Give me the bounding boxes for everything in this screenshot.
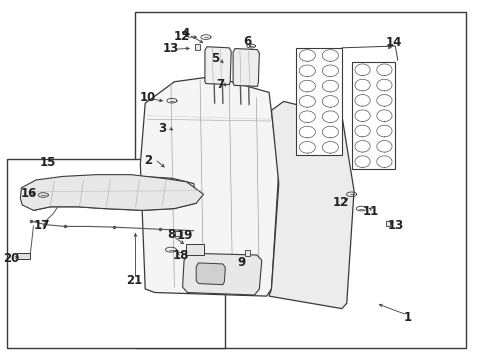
Text: 7: 7: [216, 78, 224, 91]
Text: 17: 17: [34, 219, 50, 232]
Text: 1: 1: [403, 311, 411, 324]
Text: 8: 8: [166, 228, 175, 241]
Polygon shape: [204, 47, 231, 85]
Text: 12: 12: [173, 30, 189, 42]
Polygon shape: [233, 49, 259, 86]
Text: 9: 9: [237, 256, 245, 269]
Bar: [351, 62, 394, 169]
Text: 4: 4: [181, 27, 189, 40]
Text: 13: 13: [386, 219, 403, 232]
Text: 10: 10: [139, 91, 156, 104]
Text: 6: 6: [243, 35, 251, 48]
Text: 5: 5: [211, 52, 219, 65]
Bar: [244, 250, 249, 256]
Polygon shape: [29, 176, 196, 210]
Bar: [185, 244, 203, 255]
Text: 19: 19: [176, 229, 192, 242]
Text: 20: 20: [3, 252, 20, 265]
Text: 12: 12: [332, 196, 348, 209]
Text: 15: 15: [40, 156, 56, 169]
Bar: [295, 48, 341, 155]
Polygon shape: [140, 76, 278, 296]
Polygon shape: [196, 263, 225, 285]
Bar: [7, 158, 225, 348]
Polygon shape: [268, 102, 353, 309]
Text: 18: 18: [172, 249, 188, 262]
Bar: [175, 231, 180, 237]
Text: 11: 11: [362, 204, 378, 217]
Text: 3: 3: [158, 122, 166, 135]
Text: 16: 16: [20, 187, 37, 200]
Text: 2: 2: [144, 154, 152, 167]
Bar: [135, 12, 465, 348]
Polygon shape: [182, 253, 261, 295]
Polygon shape: [20, 175, 203, 210]
Bar: [18, 253, 30, 259]
Bar: [385, 221, 390, 226]
Text: 13: 13: [163, 42, 179, 55]
Text: 14: 14: [386, 36, 402, 49]
Bar: [194, 44, 199, 50]
Text: 21: 21: [125, 274, 142, 287]
